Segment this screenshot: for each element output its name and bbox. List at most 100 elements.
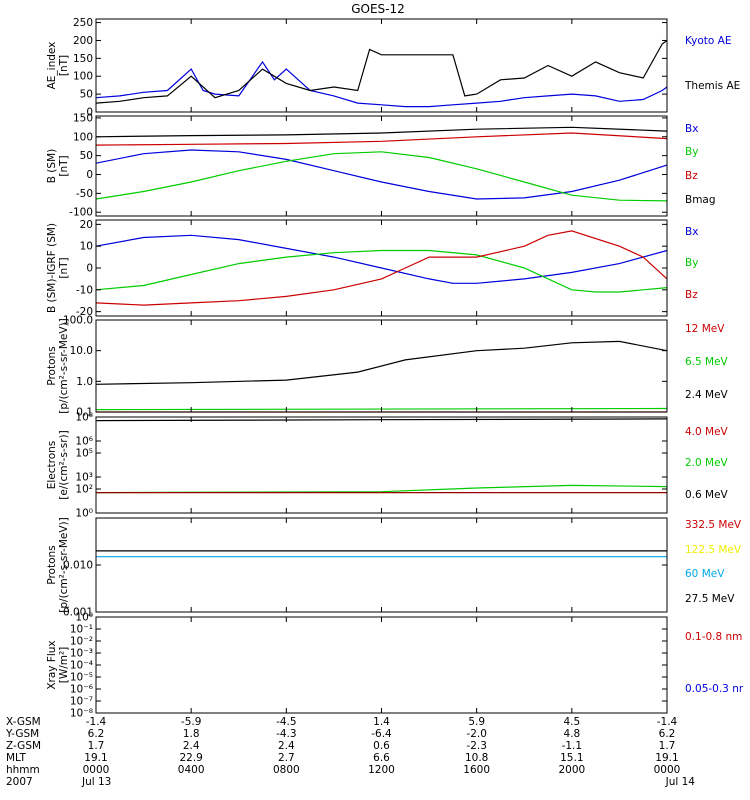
ytick-label-ae-5: 250 xyxy=(73,17,93,29)
ytick-label-bsm-2: 0 xyxy=(86,169,93,181)
series-bsm-3 xyxy=(95,151,668,202)
xaxis-value-0-5: Jul 13 xyxy=(81,776,111,788)
ylabel-bdiff: B (SM)-IGRF (SM) xyxy=(46,223,58,313)
xaxis-row-label-2: Z-GSM xyxy=(6,740,41,752)
xaxis-value-3-1: -6.4 xyxy=(371,728,392,740)
legend-protons2-3: 27.5 MeV xyxy=(685,593,735,605)
panel-ae: 0 50 100 150 200 250 AE_index [nT] Kyoto AE Themi… xyxy=(46,17,740,118)
legend-ae-0: Kyoto AE xyxy=(685,35,731,47)
ytick-label-electrons-0: 10⁰ xyxy=(75,508,93,520)
panel-frame-xray xyxy=(95,616,668,714)
legend-xray-0: 0.1-0.8 nm xyxy=(685,631,742,643)
ytick-label-protons2-1: 0.010 xyxy=(63,560,93,572)
xaxis-value-5-0: 4.5 xyxy=(563,716,580,728)
ylabel-units-ae: [nT] xyxy=(58,55,70,76)
xaxis-value-1-3: 22.9 xyxy=(179,752,202,764)
panel-bdiff: -20 -10 0 10 20 B (SM)-IGRF (SM) [nT] Bx By Bz xyxy=(46,219,698,318)
xaxis-value-5-2: -1.1 xyxy=(562,740,583,752)
ytick-label-electrons-5: 10⁸ xyxy=(75,412,93,424)
ytick-label-xray-3: 10⁻⁵ xyxy=(70,672,93,684)
xaxis-value-3-3: 6.6 xyxy=(373,752,390,764)
ylabel-protons1: Protons xyxy=(46,346,58,385)
xaxis-value-3-4: 1200 xyxy=(368,764,395,776)
legend-bsm-0: Bx xyxy=(685,123,698,135)
legend-xray-1: 0.05-0.3 nr xyxy=(685,683,744,695)
ylabel-units-bdiff: [nT] xyxy=(58,257,70,278)
xaxis-value-6-1: 6.2 xyxy=(659,728,676,740)
ytick-label-ae-2: 100 xyxy=(73,71,93,83)
ytick-label-ae-4: 200 xyxy=(73,35,93,47)
xaxis-value-0-4: 0000 xyxy=(83,764,110,776)
ytick-label-xray-7: 10⁻¹ xyxy=(70,624,93,636)
ylabel-ae: AE_index xyxy=(46,42,58,90)
ytick-label-bdiff-2: 0 xyxy=(86,263,93,275)
series-bsm-1 xyxy=(95,132,668,146)
xaxis-value-6-5: Jul 14 xyxy=(665,776,696,788)
xaxis-value-0-3: 19.1 xyxy=(84,752,107,764)
xaxis-value-3-2: 0.6 xyxy=(373,740,390,752)
ylabel-units-xray: [W/m²] xyxy=(58,647,70,684)
xaxis-row-label-1: Y-GSM xyxy=(5,728,39,740)
legend-protons2-1: 122.5 MeV xyxy=(685,544,742,556)
xaxis-value-4-4: 1600 xyxy=(463,764,490,776)
ytick-label-protons1-0: 0.1 xyxy=(76,407,93,419)
ytick-label-electrons-4: 10⁶ xyxy=(75,436,93,448)
ytick-label-bsm-3: 50 xyxy=(80,150,93,162)
ytick-label-xray-8: 10⁰ xyxy=(75,612,93,624)
legend-protons2-0: 332.5 MeV xyxy=(685,519,742,531)
xaxis-value-5-1: 4.8 xyxy=(563,728,580,740)
xaxis-row-label-4: hhmm xyxy=(6,764,40,776)
legend-protons2-2: 60 MeV xyxy=(685,568,725,580)
legend-bdiff-1: By xyxy=(685,257,698,269)
ytick-label-protons1-2: 10.0 xyxy=(70,345,93,357)
xaxis-value-6-4: 0000 xyxy=(654,764,681,776)
xaxis-value-0-0: -1.4 xyxy=(86,716,107,728)
ylabel-xray: Xray Flux xyxy=(46,640,58,689)
xaxis-value-6-0: -1.4 xyxy=(657,716,678,728)
legend-electrons-1: 2.0 MeV xyxy=(685,457,729,469)
xaxis-value-1-2: 2.4 xyxy=(183,740,200,752)
ytick-label-electrons-3: 10⁵ xyxy=(75,448,93,460)
panel-bsm: -100 -50 0 50 100 150 B (SM) [nT] Bx By Bz Bmag xyxy=(46,112,716,218)
xaxis-value-4-3: 10.8 xyxy=(465,752,488,764)
legend-protons1-1: 6.5 MeV xyxy=(685,356,729,368)
xaxis-value-2-3: 2.7 xyxy=(278,752,295,764)
legend-protons1-2: 2.4 MeV xyxy=(685,389,729,401)
ylabel-units-protons2: [p/(cm²-s-sr-MeV)] xyxy=(58,517,70,612)
ytick-label-xray-5: 10⁻³ xyxy=(70,648,93,660)
ytick-label-ae-1: 50 xyxy=(80,89,93,101)
ylabel-units-protons1: [p/(cm²-s-sr-MeV)] xyxy=(58,318,70,413)
series-bdiff-1 xyxy=(95,249,668,293)
legend-electrons-0: 4.0 MeV xyxy=(685,426,729,438)
xaxis-value-5-4: 2000 xyxy=(558,764,585,776)
legend-bsm-2: Bz xyxy=(685,170,698,182)
xaxis-value-2-0: -4.5 xyxy=(276,716,297,728)
ylabel-bsm: B (SM) xyxy=(46,149,58,183)
ytick-label-protons1-3: 100.0 xyxy=(63,315,93,327)
xaxis-value-4-2: -2.3 xyxy=(466,740,487,752)
ytick-label-bsm-4: 100 xyxy=(73,131,93,143)
series-ae-1 xyxy=(95,40,668,104)
ytick-label-xray-4: 10⁻⁴ xyxy=(70,660,93,672)
ytick-label-bdiff-4: 20 xyxy=(80,219,93,231)
chart-title: GOES-12 xyxy=(351,2,405,16)
ytick-label-xray-2: 10⁻⁶ xyxy=(70,684,93,696)
series-ae-0 xyxy=(95,60,668,108)
xaxis-value-2-4: 0800 xyxy=(273,764,300,776)
xaxis-row-label-3: MLT xyxy=(6,752,26,764)
panel-protons2: 0.001 0.010 Protons [p/(cm²-s-sr-MeV)] 332.5… xyxy=(46,517,742,618)
legend-bsm-1: By xyxy=(685,146,698,158)
ytick-label-bdiff-1: -10 xyxy=(76,284,93,296)
ytick-label-electrons-1: 10² xyxy=(75,484,93,496)
legend-electrons-2: 0.6 MeV xyxy=(685,489,729,501)
ylabel-protons2: Protons xyxy=(46,545,58,584)
legend-bdiff-2: Bz xyxy=(685,289,698,301)
xaxis-value-5-3: 15.1 xyxy=(560,752,583,764)
xaxis-value-4-1: -2.0 xyxy=(466,728,487,740)
ytick-label-protons2-0: 0.001 xyxy=(63,607,93,619)
panel-frame-protons2 xyxy=(95,517,668,613)
ytick-label-bdiff-0: -20 xyxy=(76,306,93,318)
